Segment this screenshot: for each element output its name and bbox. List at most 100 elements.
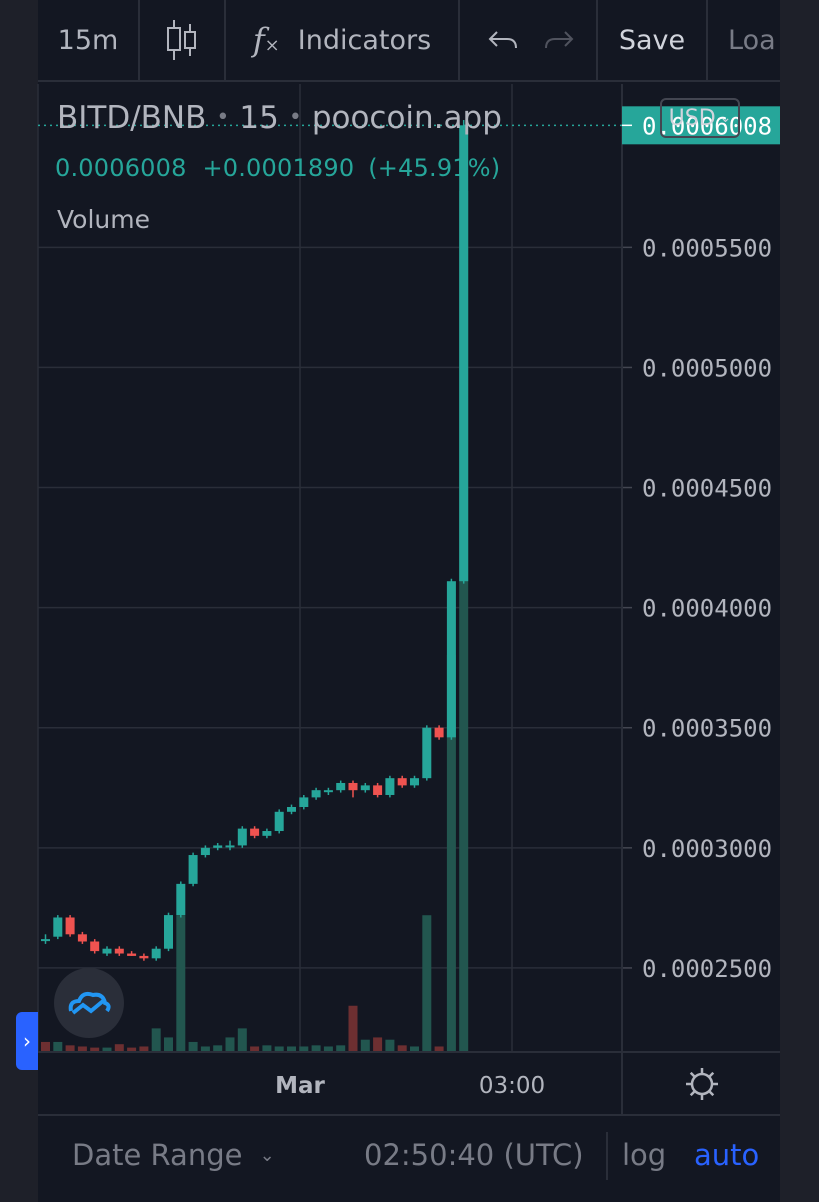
data-source: poocoin.app <box>311 100 502 136</box>
candle-body <box>459 125 469 582</box>
price-axis[interactable]: 0.0005500 0.0005000 0.0004500 0.0004000 0.00… <box>38 84 780 1114</box>
volume-bar <box>176 915 186 1051</box>
volume-bar <box>434 1046 444 1051</box>
redo-button[interactable] <box>524 0 594 80</box>
candle-body <box>188 855 198 884</box>
top-toolbar: 15m f× Indicators Save Loa <box>38 0 780 82</box>
pair-name: BITD/BNB <box>57 100 207 136</box>
volume-bar <box>237 1028 247 1051</box>
volume-bar <box>90 1047 100 1051</box>
separator-dot: • <box>216 105 230 130</box>
volume-bar <box>65 1045 75 1051</box>
volume-bar <box>102 1047 112 1051</box>
candles-icon <box>167 20 196 60</box>
volume-bar <box>446 654 456 1051</box>
candle-body <box>446 581 456 738</box>
volume-bar <box>164 1037 173 1051</box>
price-tick-label: 0.0005000 <box>642 354 772 382</box>
bottom-divider <box>606 1132 608 1180</box>
function-icon: f× <box>252 21 280 59</box>
volume-bar <box>287 1046 296 1051</box>
volume-bar <box>77 1046 87 1051</box>
log-scale-toggle[interactable]: log <box>622 1138 667 1172</box>
time-axis[interactable]: Mar 03:00 <box>275 1073 545 1099</box>
volume-bar <box>41 1041 50 1051</box>
load-button[interactable]: Loa <box>728 0 780 80</box>
right-gutter <box>780 0 819 1200</box>
candle-body <box>360 785 370 791</box>
candle-body <box>65 917 75 935</box>
volume-bar <box>262 1045 272 1051</box>
save-label: Save <box>618 24 686 56</box>
candle-body <box>385 778 395 795</box>
volume-bar <box>299 1046 309 1051</box>
volume-bar <box>323 1046 333 1051</box>
undo-icon <box>488 31 517 49</box>
utc-clock[interactable]: 02:50:40 (UTC) <box>364 1138 584 1172</box>
volume-bar <box>274 1046 284 1051</box>
toolbar-divider <box>458 0 460 80</box>
volume-bar <box>213 1045 223 1051</box>
legend-interval: 15 <box>239 100 279 136</box>
candle-body <box>311 790 321 798</box>
expand-sidebar-button[interactable]: › <box>16 1012 38 1070</box>
candle-body <box>127 953 137 956</box>
redo-icon <box>545 31 574 49</box>
tradingview-logo[interactable] <box>54 968 124 1038</box>
currency-select[interactable]: USD ⌄ <box>660 98 740 138</box>
candle-body <box>213 845 223 848</box>
save-button[interactable]: Save <box>598 0 706 80</box>
toolbar-divider <box>224 0 226 80</box>
toolbar-divider <box>138 0 140 80</box>
candle-body <box>41 939 50 942</box>
indicators-label: Indicators <box>297 24 432 56</box>
left-gutter <box>0 0 38 1200</box>
candle-body <box>164 915 173 949</box>
time-tick-label: 03:00 <box>479 1073 545 1099</box>
interval-button[interactable]: 15m <box>38 0 138 80</box>
chart-type-button[interactable] <box>140 0 224 80</box>
volume-bar <box>360 1039 370 1051</box>
grid-lines <box>37 84 622 1052</box>
chevron-down-icon: ⌄ <box>259 1145 275 1166</box>
date-range-button[interactable]: Date Range ⌄ <box>72 1138 275 1172</box>
candle-body <box>139 955 149 959</box>
candle-body <box>90 941 100 952</box>
price-tick-label: 0.0004000 <box>642 595 772 623</box>
auto-scale-toggle[interactable]: auto <box>694 1138 760 1172</box>
last-value: 0.0006008 <box>55 154 187 182</box>
load-label: Loa <box>728 24 776 56</box>
price-tick-label: 0.0003000 <box>642 835 772 863</box>
candle-body <box>200 847 210 856</box>
candle-body <box>422 727 432 779</box>
undo-button[interactable] <box>468 0 538 80</box>
volume-legend[interactable]: Volume <box>57 205 150 234</box>
candle-body <box>336 782 346 791</box>
price-tick-label: 0.0005500 <box>642 234 772 262</box>
symbol-legend[interactable]: BITD/BNB • 15 • poocoin.app <box>57 100 502 136</box>
change-value: +0.0001890 <box>202 154 355 182</box>
volume-bar <box>336 1045 346 1051</box>
interval-label: 15m <box>57 24 119 56</box>
candle-body <box>77 934 87 942</box>
separator-dot: • <box>288 105 302 130</box>
candle-body <box>274 811 284 832</box>
price-tick-label: 0.0002500 <box>642 955 772 983</box>
volume-bar <box>459 191 469 1051</box>
change-percent: (+45.91%) <box>368 154 501 182</box>
volume-bar <box>410 1046 419 1051</box>
cloud-logo-icon <box>68 991 111 1015</box>
toolbar-divider <box>706 0 708 80</box>
candle-body <box>323 790 333 793</box>
chevron-down-icon: ⌄ <box>719 110 732 126</box>
candle-body <box>348 782 358 791</box>
candle-body <box>299 797 309 807</box>
candle-body <box>114 948 124 954</box>
volume-bar <box>127 1047 137 1051</box>
time-tick-label: Mar <box>275 1073 325 1099</box>
indicators-button[interactable]: f× Indicators <box>226 0 458 80</box>
settings-icon[interactable] <box>684 1066 720 1102</box>
candle-body <box>250 828 260 836</box>
volume-bars <box>41 191 469 1051</box>
